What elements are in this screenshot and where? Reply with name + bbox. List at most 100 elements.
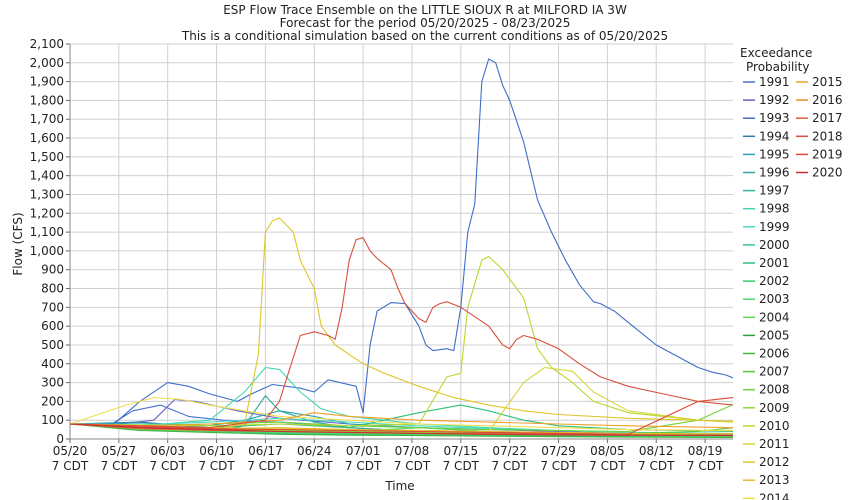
x-tick-label-date: 06/10 xyxy=(199,444,234,458)
y-tick-label: 2,000 xyxy=(30,56,64,70)
legend-label-2003: 2003 xyxy=(759,292,790,306)
x-tick-label-tz: 7 CDT xyxy=(296,459,333,473)
x-tick-label-date: 07/08 xyxy=(395,444,430,458)
y-tick-label: 1,700 xyxy=(30,112,64,126)
y-tick-label: 100 xyxy=(41,413,64,427)
y-tick-label: 0 xyxy=(56,432,64,446)
x-tick-label-tz: 7 CDT xyxy=(247,459,284,473)
legend-label-2014: 2014 xyxy=(759,491,790,500)
x-tick-label-tz: 7 CDT xyxy=(345,459,382,473)
x-tick-label-date: 07/01 xyxy=(346,444,381,458)
y-tick-label: 400 xyxy=(41,357,64,371)
series-line-2020 xyxy=(70,423,733,437)
legend-title-line-2: Probability xyxy=(746,60,809,74)
legend-label-2012: 2012 xyxy=(759,455,790,469)
legend-label-1994: 1994 xyxy=(759,129,790,143)
x-tick-label-tz: 7 CDT xyxy=(687,459,724,473)
x-tick-label-date: 06/24 xyxy=(297,444,332,458)
legend-label-1997: 1997 xyxy=(759,184,790,198)
series-line-2019 xyxy=(70,397,733,435)
x-tick-label-tz: 7 CDT xyxy=(491,459,528,473)
chart-subtitle-2: This is a conditional simulation based o… xyxy=(181,29,668,43)
x-tick-label-date: 07/22 xyxy=(492,444,527,458)
legend-label-2011: 2011 xyxy=(759,437,790,451)
y-tick-label: 600 xyxy=(41,319,64,333)
x-tick-label-date: 05/27 xyxy=(102,444,137,458)
y-tick-label: 1,100 xyxy=(30,225,64,239)
y-tick-label: 1,400 xyxy=(30,169,64,183)
x-tick-label-date: 08/05 xyxy=(590,444,625,458)
x-tick-label-date: 08/12 xyxy=(639,444,674,458)
y-tick-label: 1,500 xyxy=(30,150,64,164)
series-line-2015 xyxy=(70,412,733,429)
y-tick-label: 500 xyxy=(41,338,64,352)
series-line-2012 xyxy=(70,217,733,432)
legend-label-2007: 2007 xyxy=(759,365,790,379)
x-tick-label-tz: 7 CDT xyxy=(394,459,431,473)
x-tick-label-tz: 7 CDT xyxy=(540,459,577,473)
x-tick-label-tz: 7 CDT xyxy=(443,459,480,473)
legend-label-2015: 2015 xyxy=(812,75,843,89)
x-axis-label: Time xyxy=(384,479,414,493)
x-tick-label-date: 06/17 xyxy=(248,444,283,458)
y-tick-label: 800 xyxy=(41,282,64,296)
y-tick-labels: 0 100 200 300 400 500 600 700 800 900 1,000 1,100 1,… xyxy=(30,37,64,446)
legend-label-2004: 2004 xyxy=(759,310,790,324)
x-tick-label-tz: 7 CDT xyxy=(150,459,187,473)
legend-label-2017: 2017 xyxy=(812,111,843,125)
y-tick-label: 200 xyxy=(41,394,64,408)
y-axis-label: Flow (CFS) xyxy=(11,212,25,275)
legend-label-2019: 2019 xyxy=(812,147,843,161)
legend-label-1998: 1998 xyxy=(759,202,790,216)
legend-label-2009: 2009 xyxy=(759,401,790,415)
y-tick-label: 1,900 xyxy=(30,75,64,89)
series-line-2006 xyxy=(70,423,733,439)
y-tick-label: 300 xyxy=(41,376,64,390)
x-tick-label-tz: 7 CDT xyxy=(52,459,89,473)
legend-label-2001: 2001 xyxy=(759,256,790,270)
y-tick-label: 700 xyxy=(41,300,64,314)
x-tick-label-date: 05/20 xyxy=(53,444,88,458)
chart-title: ESP Flow Trace Ensemble on the LITTLE SI… xyxy=(223,3,627,17)
legend-label-2006: 2006 xyxy=(759,347,790,361)
x-tick-label-date: 08/19 xyxy=(688,444,723,458)
legend-label-1991: 1991 xyxy=(759,75,790,89)
x-tick-label-date: 07/29 xyxy=(541,444,576,458)
y-tick-label: 1,800 xyxy=(30,93,64,107)
y-tick-label: 900 xyxy=(41,263,64,277)
legend-label-2016: 2016 xyxy=(812,93,843,107)
legend-title-line-1: Exceedance xyxy=(740,46,812,60)
y-tick-label: 1,300 xyxy=(30,187,64,201)
y-tick-label: 2,100 xyxy=(30,37,64,51)
x-tick-label-tz: 7 CDT xyxy=(638,459,675,473)
x-tick-label-tz: 7 CDT xyxy=(589,459,626,473)
x-tick-label-date: 07/15 xyxy=(444,444,479,458)
legend-label-1993: 1993 xyxy=(759,111,790,125)
y-tick-label: 1,200 xyxy=(30,206,64,220)
chart-subtitle: Forecast for the period 05/20/2025 - 08/… xyxy=(280,16,571,30)
series-line-1993 xyxy=(70,58,733,427)
legend-label-2013: 2013 xyxy=(759,473,790,487)
legend-label-2005: 2005 xyxy=(759,328,790,342)
legend-label-2000: 2000 xyxy=(759,238,790,252)
x-tick-label-tz: 7 CDT xyxy=(198,459,235,473)
legend-label-1992: 1992 xyxy=(759,93,790,107)
series-line-2018 xyxy=(70,237,733,429)
legend-label-2018: 2018 xyxy=(812,129,843,143)
series-line-2014 xyxy=(70,397,733,432)
x-tick-label-date: 06/03 xyxy=(150,444,185,458)
x-tick-label-tz: 7 CDT xyxy=(101,459,138,473)
y-tick-label: 1,600 xyxy=(30,131,64,145)
legend-label-1999: 1999 xyxy=(759,220,790,234)
series-line-2008 xyxy=(70,403,733,433)
legend-label-2002: 2002 xyxy=(759,274,790,288)
y-tick-label: 1,000 xyxy=(30,244,64,258)
legend-label-1995: 1995 xyxy=(759,147,790,161)
legend-label-2010: 2010 xyxy=(759,419,790,433)
axes xyxy=(66,43,733,443)
legend-label-2008: 2008 xyxy=(759,383,790,397)
series-line-2010 xyxy=(70,255,733,427)
series-layer xyxy=(70,58,733,439)
